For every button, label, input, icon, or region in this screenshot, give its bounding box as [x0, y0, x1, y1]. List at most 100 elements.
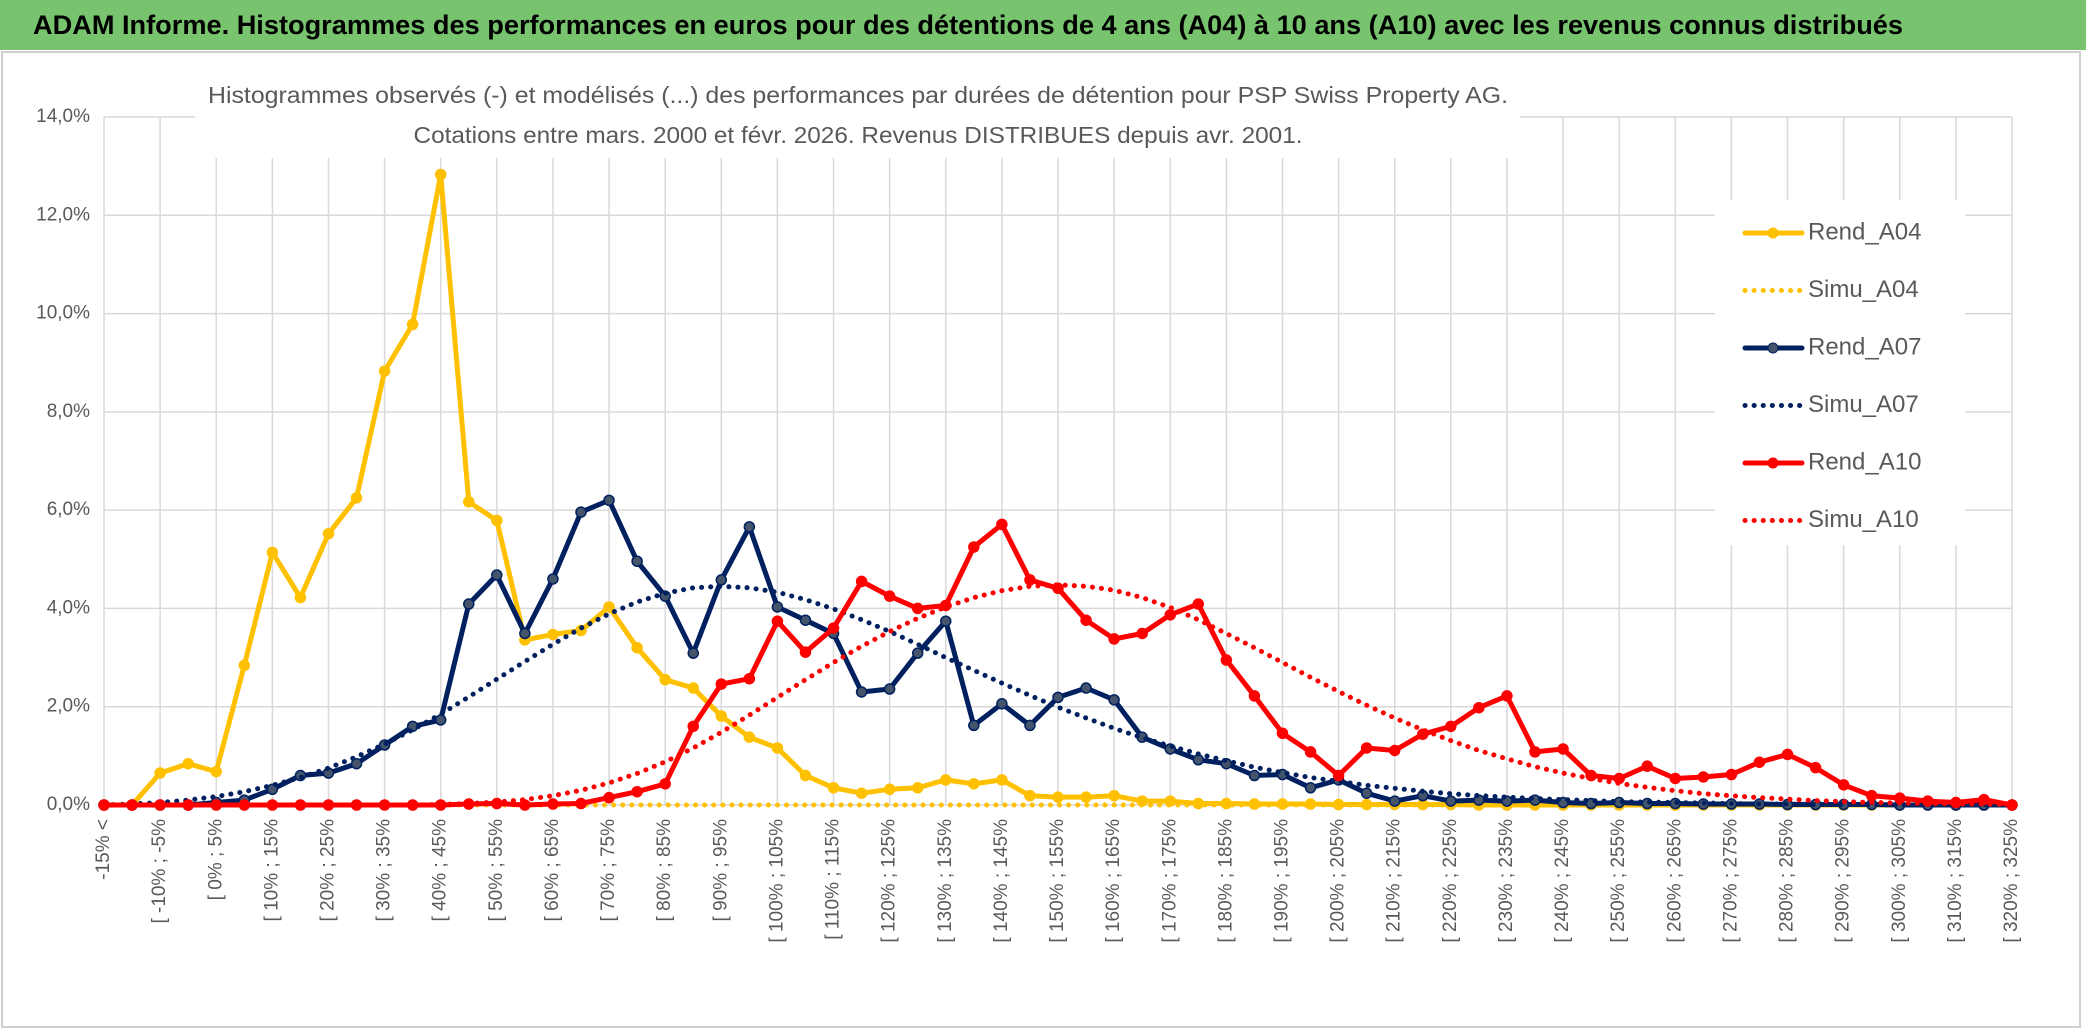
- data-point: [968, 541, 980, 553]
- x-tick-label: [ 180% ; 185%: [1215, 819, 1236, 943]
- x-tick-label: [ 50% ; 55%: [486, 819, 507, 922]
- chart-title: Histogrammes observés (-) et modélisés (…: [208, 82, 1508, 108]
- data-point: [687, 720, 699, 733]
- data-point: [266, 546, 279, 559]
- legend-label: Simu_A07: [1808, 391, 1919, 418]
- chart-subtitle: Cotations entre mars. 2000 et févr. 2026…: [414, 122, 1303, 148]
- data-point: [1080, 614, 1092, 626]
- x-tick-label: [ 300% ; 305%: [1889, 819, 1910, 943]
- data-point: [968, 778, 980, 790]
- data-point: [1304, 782, 1317, 794]
- data-point: [406, 318, 419, 331]
- data-point: [1669, 772, 1682, 785]
- data-point: [1052, 791, 1064, 803]
- data-point: [575, 506, 587, 518]
- data-point: [715, 678, 728, 690]
- data-point: [350, 492, 363, 504]
- y-tick-label: 14,0%: [36, 106, 90, 127]
- x-tick-label: [ 230% ; 235%: [1496, 819, 1517, 943]
- legend-label: Simu_A04: [1808, 276, 1919, 303]
- data-point: [1360, 787, 1373, 799]
- data-point: [434, 168, 447, 181]
- data-point: [1108, 694, 1120, 706]
- x-tick-label: [ 150% ; 155%: [1047, 819, 1068, 943]
- legend-marker: [1767, 342, 1779, 354]
- data-point: [659, 673, 671, 686]
- legend-box: [1715, 200, 1965, 545]
- data-point: [687, 647, 699, 659]
- data-point: [799, 646, 812, 658]
- data-point: [996, 698, 1008, 710]
- data-point: [911, 602, 924, 615]
- data-point: [603, 601, 615, 613]
- plot: 0,0% 2,0% 4,0% 6,0% 8,0% 10,0% 12,0% 14,0% -15% …: [36, 106, 2022, 943]
- y-tick-label: 2,0%: [47, 696, 90, 717]
- data-point: [463, 496, 475, 508]
- legend: Rend_A04 Simu_A04 Rend_A07 Simu_A07 Rend_A10…: [1715, 200, 1965, 545]
- y-tick-label: 8,0%: [47, 401, 90, 422]
- legend-label: Simu_A10: [1808, 506, 1919, 533]
- data-point: [771, 601, 784, 613]
- data-point: [1809, 761, 1822, 774]
- data-point: [1865, 789, 1878, 802]
- x-tick-label: [ 90% ; 95%: [710, 819, 731, 922]
- data-point: [575, 797, 587, 810]
- legend-label: Rend_A07: [1808, 333, 1921, 360]
- data-point: [1080, 682, 1092, 694]
- x-tick-label: [ 290% ; 295%: [1833, 819, 1854, 943]
- x-tick-label: [ 280% ; 285%: [1777, 819, 1798, 943]
- data-point: [1276, 727, 1289, 740]
- legend-label: Rend_A10: [1808, 448, 1921, 475]
- data-point: [378, 365, 391, 377]
- x-tick-label: [ -10% ; -5%: [149, 819, 170, 924]
- data-point: [940, 615, 952, 627]
- data-point: [799, 769, 812, 782]
- data-point: [1164, 609, 1176, 621]
- data-point: [1360, 742, 1373, 754]
- x-tick-label: [ 310% ; 315%: [1945, 819, 1966, 943]
- x-tick-label: [ 30% ; 35%: [374, 819, 395, 922]
- data-point: [855, 787, 868, 799]
- x-tick-label: [ 0% ; 5%: [205, 819, 226, 900]
- x-tick-label: [ 320% ; 325%: [2001, 819, 2022, 943]
- x-tick-label: [ 260% ; 265%: [1664, 819, 1685, 943]
- data-point: [547, 573, 559, 585]
- data-point: [715, 710, 728, 722]
- x-tick-label: [ 110% ; 115%: [823, 819, 844, 940]
- x-tick-label: -15% <: [93, 819, 114, 880]
- data-point: [771, 615, 784, 627]
- x-tick-label: [ 270% ; 275%: [1720, 819, 1741, 943]
- x-tick-label: [ 140% ; 145%: [991, 819, 1012, 943]
- data-point: [968, 719, 980, 732]
- x-tick-label: [ 60% ; 65%: [542, 819, 563, 922]
- data-point: [1837, 779, 1850, 791]
- data-point: [883, 683, 896, 695]
- data-point: [1080, 791, 1092, 803]
- y-tick-label: 6,0%: [47, 499, 90, 520]
- data-point: [631, 641, 643, 654]
- x-tick-label: [ 250% ; 255%: [1608, 819, 1629, 943]
- data-point: [799, 614, 812, 626]
- data-point: [1332, 769, 1345, 782]
- data-point: [238, 659, 251, 672]
- data-point: [1445, 795, 1457, 807]
- data-point: [911, 647, 924, 659]
- data-point: [1781, 748, 1794, 761]
- data-point: [603, 791, 615, 804]
- data-point: [547, 798, 559, 810]
- data-point: [603, 494, 615, 507]
- data-point: [631, 555, 643, 568]
- data-point: [996, 774, 1008, 786]
- x-tick-label: [ 240% ; 245%: [1552, 819, 1573, 943]
- data-point: [1108, 789, 1120, 802]
- data-point: [743, 521, 756, 533]
- data-point: [631, 785, 643, 798]
- x-tick-label: [ 160% ; 165%: [1103, 819, 1124, 943]
- data-point: [1024, 719, 1036, 732]
- data-point: [940, 774, 952, 786]
- x-tick-label: [ 10% ; 15%: [261, 819, 282, 922]
- model-line: [101, 583, 2015, 808]
- x-tick-label: [ 170% ; 175%: [1159, 819, 1180, 943]
- data-point: [182, 757, 194, 770]
- data-point: [996, 518, 1008, 531]
